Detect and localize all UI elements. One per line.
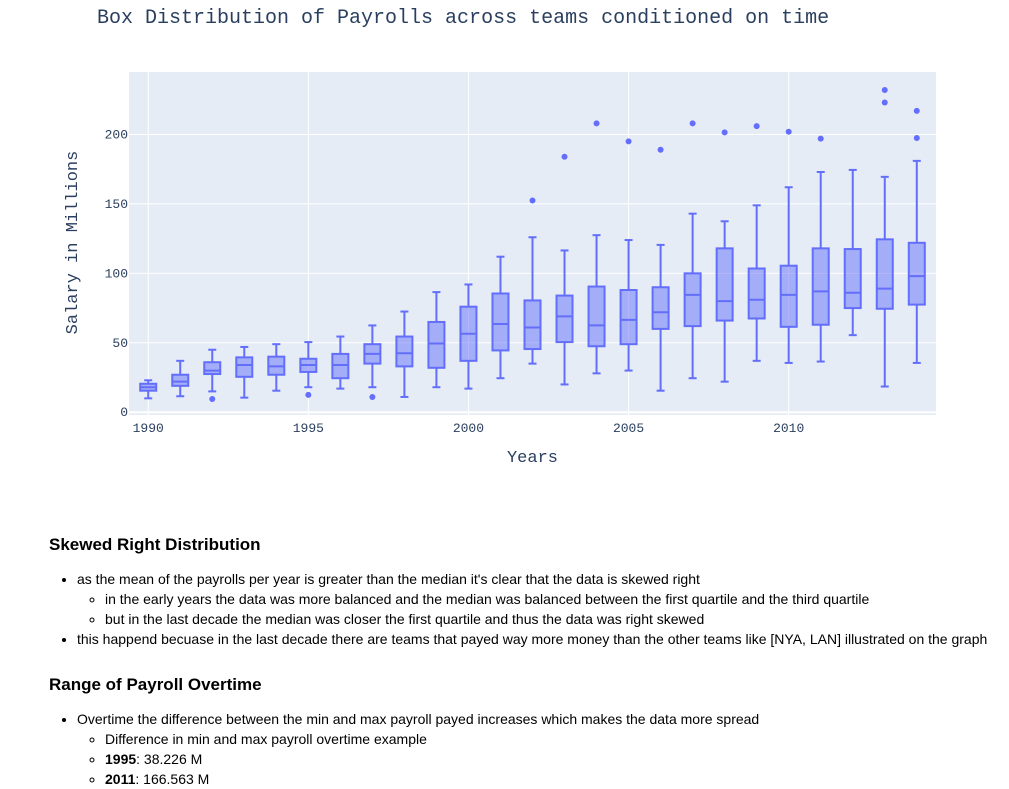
chart-title: Box Distribution of Payrolls across team…	[97, 7, 829, 30]
x-axis-title: Years	[507, 449, 558, 468]
list-item: as the mean of the payrolls per year is …	[77, 569, 1004, 589]
x-tick-label: 1990	[133, 421, 164, 436]
example-value: : 38.226 M	[136, 751, 203, 767]
box-2009[interactable]	[747, 123, 766, 362]
box-body	[587, 285, 606, 348]
box-body	[171, 373, 190, 387]
box-body	[683, 272, 702, 328]
x-tick-label: 2005	[613, 421, 644, 436]
box-2001[interactable]	[491, 255, 510, 380]
box-2008[interactable]	[715, 129, 734, 383]
box-1998[interactable]	[395, 310, 414, 398]
list-item-group: in the early years the data was more bal…	[77, 589, 1004, 629]
box-series[interactable]	[139, 87, 926, 403]
list-item: Overtime the difference between the min …	[77, 709, 1004, 729]
list-item-group: Difference in min and max payroll overti…	[77, 729, 1004, 789]
box-2010[interactable]	[779, 128, 798, 364]
outlier-point[interactable]	[369, 393, 376, 400]
outlier-point[interactable]	[657, 146, 664, 153]
box-1996[interactable]	[331, 335, 350, 390]
box-2002[interactable]	[523, 197, 542, 365]
box-1992[interactable]	[203, 348, 222, 403]
box-1990[interactable]	[139, 379, 158, 400]
y-axis-title: Salary in Millions	[64, 151, 83, 335]
x-tick-label: 2010	[773, 421, 804, 436]
tick-labels: 0 50 100 150 200 1990 1995 2000 2005 2010	[105, 127, 805, 436]
outlier-point[interactable]	[561, 153, 568, 160]
box-body	[843, 248, 862, 310]
box-2004[interactable]	[587, 120, 606, 375]
list-item: this happend becuase in the last decade …	[77, 629, 1004, 649]
outlier-point[interactable]	[529, 197, 536, 204]
section-heading-range: Range of Payroll Overtime	[49, 675, 262, 694]
y-tick-label: 50	[112, 336, 128, 351]
box-body	[715, 247, 734, 322]
outlier-point[interactable]	[913, 107, 920, 114]
box-1991[interactable]	[171, 359, 190, 398]
box-body	[523, 299, 542, 351]
box-2006[interactable]	[651, 146, 670, 392]
example-year: 2011	[105, 771, 136, 787]
box-body	[203, 361, 222, 376]
outlier-point[interactable]	[305, 391, 312, 398]
x-tick-label: 2000	[453, 421, 484, 436]
box-1993[interactable]	[235, 345, 254, 399]
outlier-point[interactable]	[689, 120, 696, 127]
x-tick-label: 1995	[293, 421, 324, 436]
box-2003[interactable]	[555, 153, 574, 386]
box-body	[235, 356, 254, 378]
outlier-point[interactable]	[593, 120, 600, 127]
box-body	[747, 267, 766, 320]
outlier-point[interactable]	[817, 135, 824, 142]
section-heading-skewed: Skewed Right Distribution	[49, 535, 261, 554]
list-item-example-1995: 1995: 38.226 M	[105, 749, 1004, 769]
box-body	[491, 292, 510, 352]
list-item: but in the last decade the median was cl…	[105, 609, 1004, 629]
box-body	[331, 352, 350, 380]
box-2012[interactable]	[843, 168, 862, 337]
y-tick-label: 0	[120, 405, 128, 420]
box-body	[651, 286, 670, 330]
list-item-example-2011: 2011: 166.563 M	[105, 769, 1004, 789]
y-tick-label: 150	[105, 197, 128, 212]
outlier-point[interactable]	[785, 128, 792, 135]
box-2014[interactable]	[907, 107, 926, 364]
outlier-point[interactable]	[625, 138, 632, 145]
example-value: : 166.563 M	[135, 771, 210, 787]
box-body	[811, 247, 830, 326]
outlier-point[interactable]	[209, 396, 216, 403]
list-item: Difference in min and max payroll overti…	[105, 729, 1004, 749]
box-1999[interactable]	[427, 291, 446, 389]
box-body	[779, 264, 798, 328]
box-1995[interactable]	[299, 341, 318, 398]
range-list: Overtime the difference between the min …	[49, 709, 1004, 789]
outlier-point[interactable]	[753, 123, 760, 130]
box-body	[619, 289, 638, 346]
outlier-point[interactable]	[913, 134, 920, 141]
box-1997[interactable]	[363, 324, 382, 400]
y-tick-label: 200	[105, 127, 128, 142]
example-year: 1995	[105, 751, 137, 767]
skewed-list: as the mean of the payrolls per year is …	[49, 569, 1004, 649]
box-body	[427, 320, 446, 369]
box-body	[907, 241, 926, 306]
box-2005[interactable]	[619, 138, 638, 372]
box-body	[395, 335, 414, 368]
outlier-point[interactable]	[881, 87, 888, 94]
box-plot-chart: Box Distribution of Payrolls across team…	[64, 7, 936, 468]
box-2011[interactable]	[811, 135, 830, 363]
box-1994[interactable]	[267, 343, 286, 392]
box-2007[interactable]	[683, 120, 702, 380]
box-2013[interactable]	[875, 87, 894, 388]
notes-section: Skewed Right Distribution as the mean of…	[49, 530, 1004, 789]
outlier-point[interactable]	[721, 129, 728, 136]
outlier-point[interactable]	[881, 99, 888, 106]
box-body	[555, 294, 574, 344]
box-body	[875, 238, 894, 310]
y-tick-label: 100	[105, 266, 128, 281]
list-item: in the early years the data was more bal…	[105, 589, 1004, 609]
box-2000[interactable]	[459, 283, 478, 390]
